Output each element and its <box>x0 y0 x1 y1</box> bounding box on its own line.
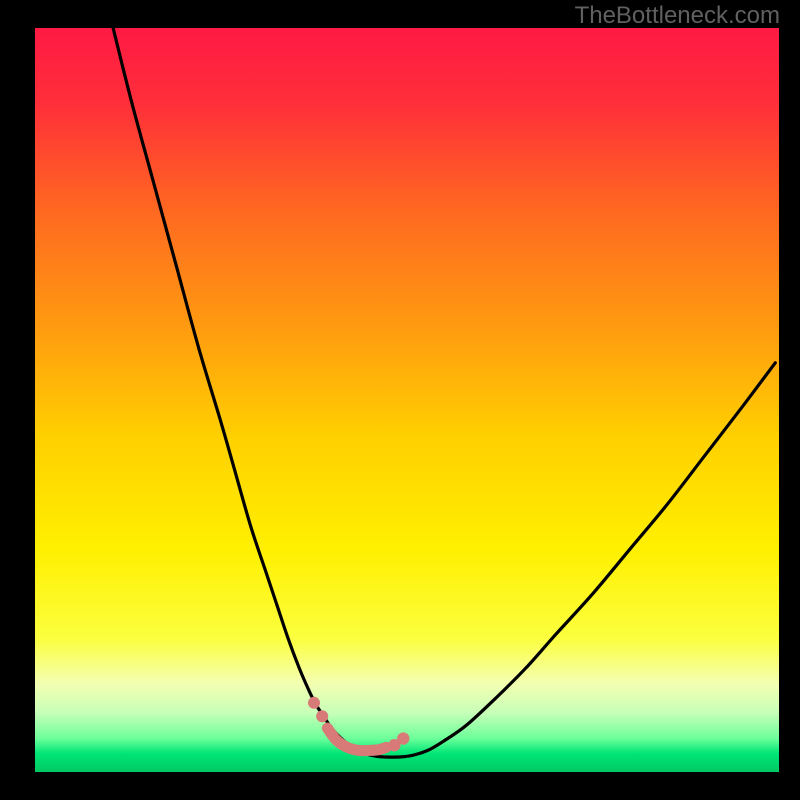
bottom-overlay-dot <box>308 697 320 709</box>
bottom-overlay-dot <box>397 732 409 744</box>
plot-area <box>35 28 779 772</box>
bottleneck-curve <box>113 28 775 757</box>
watermark-text: TheBottleneck.com <box>575 2 780 30</box>
bottom-overlay-dot <box>316 710 328 722</box>
bottom-overlay-curve <box>327 728 386 751</box>
curve-layer <box>35 28 779 772</box>
